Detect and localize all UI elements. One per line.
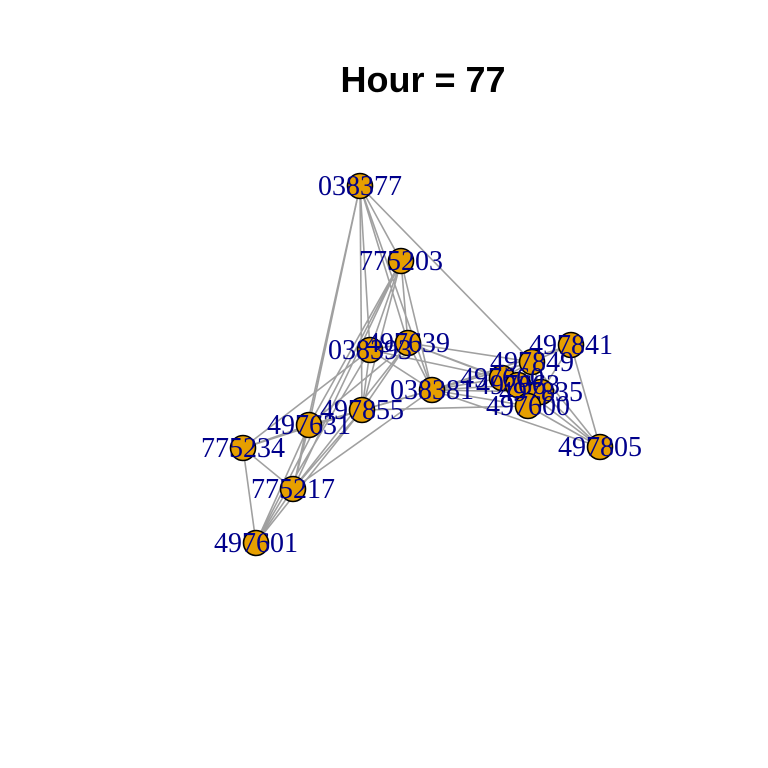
edge-775203-038381 (400, 260, 433, 391)
node-775234 (229, 434, 257, 462)
node-497639 (394, 329, 422, 357)
node-label-497639: 497639 (366, 328, 450, 359)
edge-775234-497601 (242, 447, 257, 544)
edge-497639-497849 (407, 342, 533, 363)
node-775203 (387, 247, 415, 275)
edge-038393-775234 (242, 349, 371, 449)
node-label-775217: 775217 (251, 474, 335, 505)
edge-497835-497805 (540, 391, 601, 448)
chart-title: Hour = 77 (340, 59, 505, 100)
node-497631 (295, 411, 323, 439)
edge-038377-038393 (359, 185, 371, 351)
node-label-497841: 497841 (529, 330, 613, 361)
edge-775203-038393 (369, 260, 402, 351)
edge-497600-497855 (361, 405, 529, 411)
node-label-497660: 497660 (460, 363, 544, 394)
node-038377 (346, 172, 374, 200)
node-label-497663: 497663 (476, 370, 560, 401)
edge-775203-497639 (400, 260, 409, 344)
edge-038377-775203 (359, 185, 402, 262)
node-497841 (557, 331, 585, 359)
node-497805 (586, 433, 614, 461)
edge-038377-038381 (359, 185, 433, 391)
node-label-497805: 497805 (558, 432, 642, 463)
node-label-775234: 775234 (201, 433, 285, 464)
node-label-038393: 038393 (328, 335, 412, 366)
edge-497849-497805 (531, 361, 601, 448)
node-label-775203: 775203 (359, 246, 443, 277)
edge-038381-497600 (431, 389, 529, 407)
edge-775203-497631 (308, 260, 402, 426)
edge-497639-497855 (361, 342, 409, 411)
node-label-497855: 497855 (320, 395, 404, 426)
node-label-038377: 038377 (318, 171, 402, 202)
edge-038377-497849 (359, 185, 533, 363)
edge-038377-497639 (359, 185, 409, 344)
node-layer (229, 172, 614, 557)
edge-038377-497631 (308, 185, 361, 426)
node-038381 (418, 376, 446, 404)
node-497855 (348, 396, 376, 424)
node-label-497849: 497849 (490, 347, 574, 378)
edge-497841-497805 (570, 344, 601, 448)
node-038393 (356, 336, 384, 364)
edge-497600-497805 (527, 405, 601, 448)
edge-038377-497855 (359, 185, 363, 411)
edge-layer (242, 185, 601, 544)
edge-497639-497631 (308, 342, 409, 426)
node-label-497631: 497631 (267, 410, 351, 441)
edge-497855-497601 (255, 409, 363, 544)
edge-038393-497660 (369, 349, 503, 379)
node-497600 (514, 392, 542, 420)
node-497601 (242, 529, 270, 557)
edge-775203-497855 (361, 260, 402, 411)
node-label-497601: 497601 (214, 528, 298, 559)
edge-038393-497601 (255, 349, 371, 544)
node-label-497835: 497835 (499, 377, 583, 408)
edge-775203-497601 (255, 260, 402, 544)
node-497849 (518, 348, 546, 376)
node-label-497600: 497600 (486, 391, 570, 422)
node-label-038381: 038381 (390, 375, 474, 406)
edge-038381-497805 (431, 389, 601, 448)
node-775217 (279, 475, 307, 503)
edge-775217-038381 (292, 389, 433, 490)
